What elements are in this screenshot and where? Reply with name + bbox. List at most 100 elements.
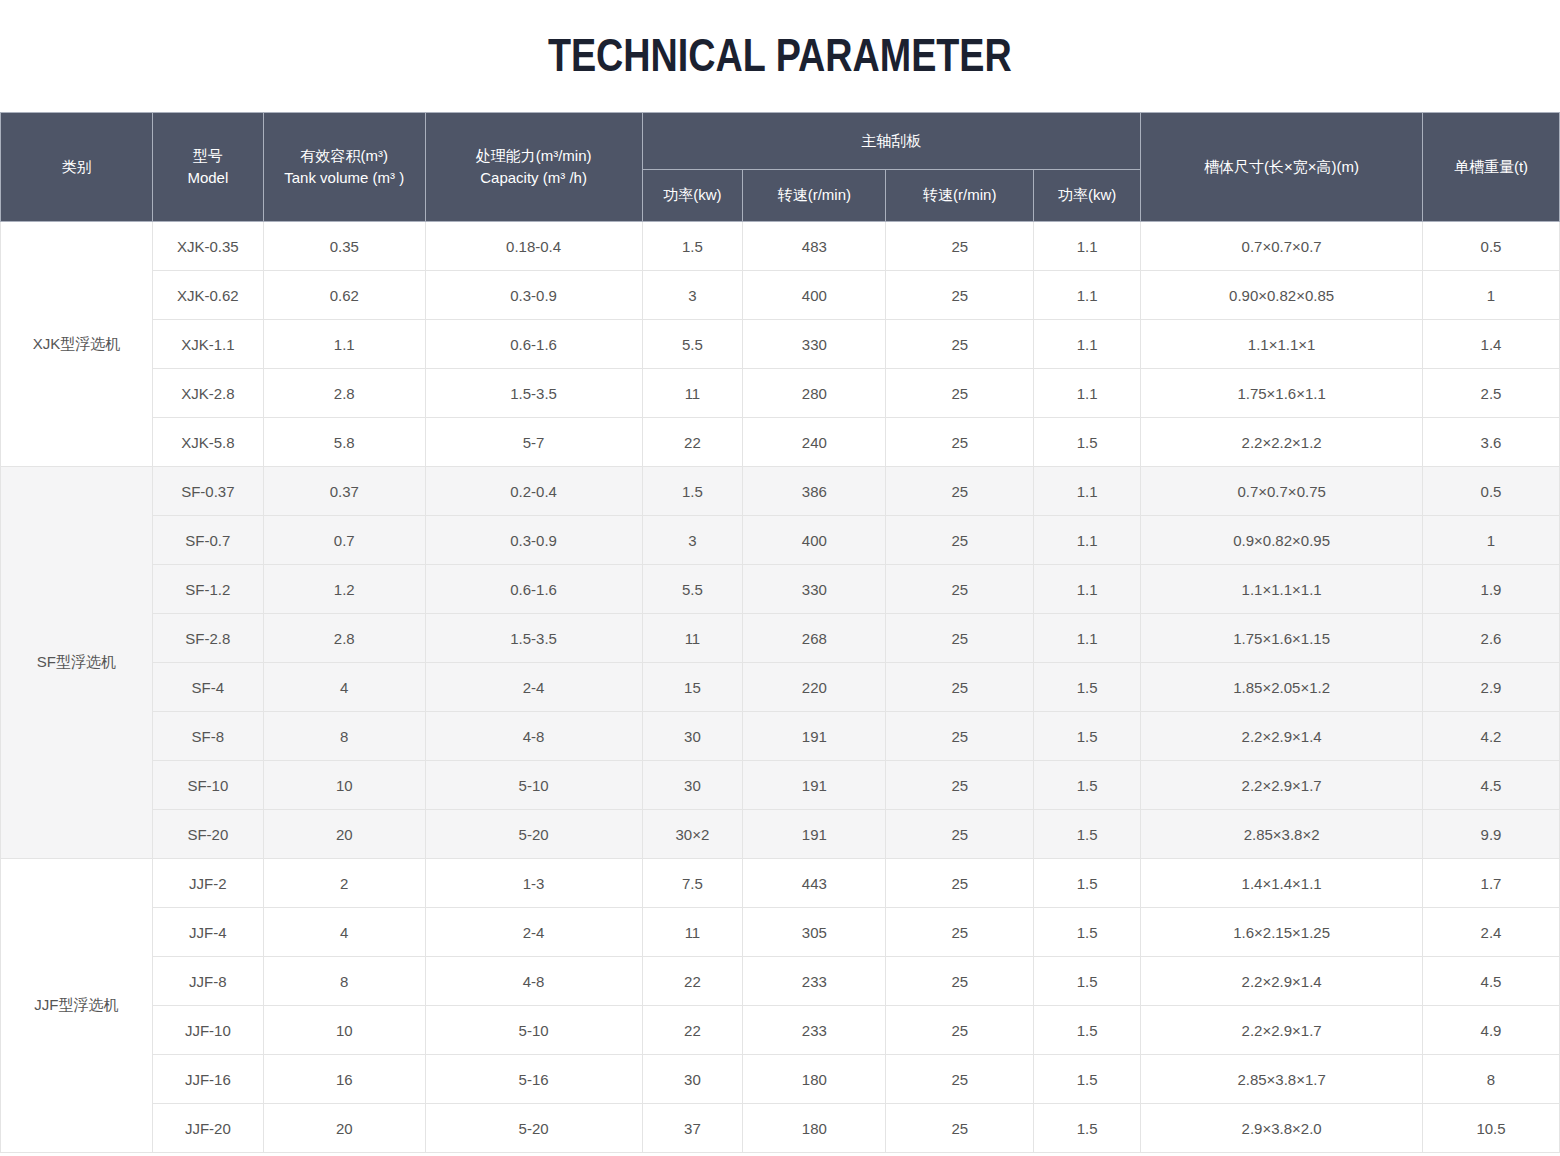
data-cell: 268: [743, 614, 886, 663]
data-cell: SF-10: [152, 761, 263, 810]
data-cell: JJF-16: [152, 1055, 263, 1104]
data-cell: XJK-0.35: [152, 222, 263, 271]
data-cell: 25: [886, 1055, 1034, 1104]
table-row: XJK型浮选机XJK-0.350.350.18-0.41.5483251.10.…: [1, 222, 1560, 271]
data-cell: 0.7: [263, 516, 425, 565]
data-cell: 22: [642, 957, 743, 1006]
data-cell: 8: [263, 957, 425, 1006]
data-cell: 1.1: [1034, 320, 1141, 369]
data-cell: 0.2-0.4: [425, 467, 642, 516]
data-cell: 25: [886, 1104, 1034, 1153]
data-cell: SF-2.8: [152, 614, 263, 663]
data-cell: 1.5: [1034, 418, 1141, 467]
header-spindle-power-2: 功率(kw): [1034, 170, 1141, 222]
header-tank-volume-en: Tank volume (m³ ): [268, 167, 421, 189]
header-capacity-zh: 处理能力(m³/min): [430, 145, 638, 167]
data-cell: 4-8: [425, 957, 642, 1006]
data-cell: 25: [886, 222, 1034, 271]
data-cell: 1.5: [1034, 663, 1141, 712]
data-cell: 3.6: [1423, 418, 1560, 467]
technical-parameter-table: 类别 型号 Model 有效容积(m³) Tank volume (m³ ) 处…: [0, 112, 1560, 1153]
data-cell: 191: [743, 712, 886, 761]
data-cell: 1.5: [1034, 957, 1141, 1006]
data-cell: 22: [642, 418, 743, 467]
data-cell: 2.6: [1423, 614, 1560, 663]
header-spindle-speed-2: 转速(r/min): [886, 170, 1034, 222]
data-cell: 2.8: [263, 369, 425, 418]
data-cell: 11: [642, 908, 743, 957]
data-cell: SF-0.37: [152, 467, 263, 516]
data-cell: 5-7: [425, 418, 642, 467]
header-spindle-power-1: 功率(kw): [642, 170, 743, 222]
category-cell: XJK型浮选机: [1, 222, 153, 467]
data-cell: 0.6-1.6: [425, 320, 642, 369]
table-row: JJF型浮选机JJF-221-37.5443251.51.4×1.4×1.11.…: [1, 859, 1560, 908]
data-cell: 25: [886, 467, 1034, 516]
data-cell: SF-20: [152, 810, 263, 859]
data-cell: 0.5: [1423, 222, 1560, 271]
data-cell: 2.85×3.8×1.7: [1141, 1055, 1423, 1104]
table-row: SF-884-830191251.52.2×2.9×1.44.2: [1, 712, 1560, 761]
table-body: XJK型浮选机XJK-0.350.350.18-0.41.5483251.10.…: [1, 222, 1560, 1153]
data-cell: 3: [642, 271, 743, 320]
data-cell: 2.2×2.2×1.2: [1141, 418, 1423, 467]
data-cell: 0.35: [263, 222, 425, 271]
table-row: JJF-10105-1022233251.52.2×2.9×1.74.9: [1, 1006, 1560, 1055]
data-cell: 1.5: [1034, 1055, 1141, 1104]
data-cell: 0.5: [1423, 467, 1560, 516]
header-row-main: 类别 型号 Model 有效容积(m³) Tank volume (m³ ) 处…: [1, 113, 1560, 170]
data-cell: 0.90×0.82×0.85: [1141, 271, 1423, 320]
data-cell: 4.9: [1423, 1006, 1560, 1055]
page-title-text: TECHNICAL PARAMETER: [548, 20, 1012, 90]
data-cell: 11: [642, 614, 743, 663]
data-cell: JJF-10: [152, 1006, 263, 1055]
data-cell: 0.7×0.7×0.75: [1141, 467, 1423, 516]
table-row: JJF-20205-2037180251.52.9×3.8×2.010.5: [1, 1104, 1560, 1153]
data-cell: 1.5: [1034, 1006, 1141, 1055]
data-cell: 1: [1423, 271, 1560, 320]
data-cell: 1.75×1.6×1.15: [1141, 614, 1423, 663]
table-row: SF-10105-1030191251.52.2×2.9×1.74.5: [1, 761, 1560, 810]
data-cell: 443: [743, 859, 886, 908]
data-cell: JJF-8: [152, 957, 263, 1006]
data-cell: 1.5: [1034, 859, 1141, 908]
data-cell: SF-4: [152, 663, 263, 712]
data-cell: XJK-1.1: [152, 320, 263, 369]
data-cell: 0.3-0.9: [425, 271, 642, 320]
data-cell: SF-0.7: [152, 516, 263, 565]
data-cell: 233: [743, 1006, 886, 1055]
data-cell: 30×2: [642, 810, 743, 859]
data-cell: 5-10: [425, 1006, 642, 1055]
data-cell: 1.5: [1034, 712, 1141, 761]
data-cell: 1.5-3.5: [425, 614, 642, 663]
header-model-en: Model: [157, 167, 259, 189]
data-cell: 4-8: [425, 712, 642, 761]
data-cell: 1.85×2.05×1.2: [1141, 663, 1423, 712]
data-cell: 1.4×1.4×1.1: [1141, 859, 1423, 908]
data-cell: 0.7×0.7×0.7: [1141, 222, 1423, 271]
data-cell: 1.5: [1034, 761, 1141, 810]
data-cell: 1.5: [1034, 1104, 1141, 1153]
data-cell: 25: [886, 369, 1034, 418]
data-cell: 2.2×2.9×1.7: [1141, 1006, 1423, 1055]
data-cell: 1.1: [1034, 369, 1141, 418]
data-cell: XJK-5.8: [152, 418, 263, 467]
data-cell: 25: [886, 418, 1034, 467]
data-cell: 16: [263, 1055, 425, 1104]
data-cell: 191: [743, 761, 886, 810]
data-cell: 180: [743, 1104, 886, 1153]
data-cell: XJK-2.8: [152, 369, 263, 418]
data-cell: 25: [886, 908, 1034, 957]
data-cell: 1.1×1.1×1.1: [1141, 565, 1423, 614]
data-cell: 30: [642, 761, 743, 810]
data-cell: 1.2: [263, 565, 425, 614]
data-cell: 5.5: [642, 320, 743, 369]
data-cell: 1.1×1.1×1: [1141, 320, 1423, 369]
data-cell: 1.1: [1034, 516, 1141, 565]
header-model: 型号 Model: [152, 113, 263, 222]
category-cell: JJF型浮选机: [1, 859, 153, 1153]
data-cell: 5.5: [642, 565, 743, 614]
data-cell: SF-8: [152, 712, 263, 761]
table-row: XJK-5.85.85-722240251.52.2×2.2×1.23.6: [1, 418, 1560, 467]
data-cell: 0.18-0.4: [425, 222, 642, 271]
